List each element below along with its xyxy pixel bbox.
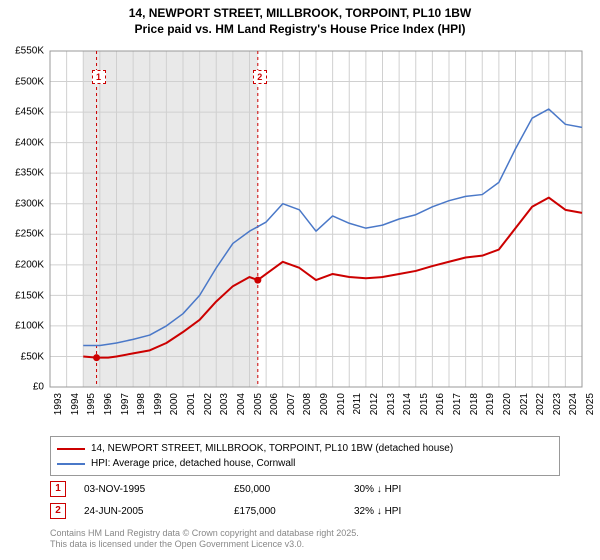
sale-marker-row: 1 03-NOV-1995£50,00030% ↓ HPI (50, 478, 560, 500)
title-line-2: Price paid vs. HM Land Registry's House … (135, 22, 466, 36)
x-tick-label: 2007 (286, 393, 297, 415)
x-tick-label: 2019 (485, 393, 496, 415)
legend-swatch (57, 463, 85, 465)
x-tick-label: 2023 (552, 393, 563, 415)
x-tick-label: 2017 (452, 393, 463, 415)
x-tick-label: 2001 (186, 393, 197, 415)
legend-row: HPI: Average price, detached house, Corn… (57, 456, 553, 471)
legend-swatch (57, 448, 85, 450)
y-tick-label: £250K (4, 229, 44, 240)
y-tick-label: £0 (4, 382, 44, 393)
sale-price: £175,000 (234, 506, 354, 517)
x-tick-label: 1998 (136, 393, 147, 415)
x-tick-label: 2024 (568, 393, 579, 415)
x-tick-label: 2015 (419, 393, 430, 415)
x-tick-label: 2016 (435, 393, 446, 415)
x-tick-label: 2022 (535, 393, 546, 415)
sale-markers-table: 1 03-NOV-1995£50,00030% ↓ HPI 2 24-JUN-2005… (50, 478, 560, 522)
x-tick-label: 1997 (120, 393, 131, 415)
chart-container: 14, NEWPORT STREET, MILLBROOK, TORPOINT,… (0, 0, 600, 560)
chart-title: 14, NEWPORT STREET, MILLBROOK, TORPOINT,… (0, 0, 600, 37)
y-tick-label: £200K (4, 260, 44, 271)
chart-svg (0, 41, 600, 431)
y-tick-label: £350K (4, 168, 44, 179)
sale-hpi-delta: 32% ↓ HPI (354, 506, 560, 517)
y-tick-label: £400K (4, 137, 44, 148)
y-tick-label: £100K (4, 321, 44, 332)
legend: 14, NEWPORT STREET, MILLBROOK, TORPOINT,… (50, 436, 560, 476)
x-tick-label: 2021 (519, 393, 530, 415)
x-tick-label: 2025 (585, 393, 596, 415)
x-tick-label: 2009 (319, 393, 330, 415)
legend-row: 14, NEWPORT STREET, MILLBROOK, TORPOINT,… (57, 441, 553, 456)
sale-date: 03-NOV-1995 (84, 484, 234, 495)
x-tick-label: 2014 (402, 393, 413, 415)
y-tick-label: £150K (4, 290, 44, 301)
x-tick-label: 2011 (352, 393, 363, 415)
sale-price: £50,000 (234, 484, 354, 495)
x-tick-label: 2018 (469, 393, 480, 415)
x-tick-label: 1999 (153, 393, 164, 415)
sale-marker-badge: 1 (50, 481, 66, 497)
x-tick-label: 2000 (169, 393, 180, 415)
y-tick-label: £550K (4, 46, 44, 57)
x-tick-label: 2008 (302, 393, 313, 415)
x-tick-label: 2010 (336, 393, 347, 415)
x-tick-label: 2006 (269, 393, 280, 415)
x-tick-label: 2003 (219, 393, 230, 415)
y-tick-label: £450K (4, 107, 44, 118)
title-line-1: 14, NEWPORT STREET, MILLBROOK, TORPOINT,… (129, 6, 471, 20)
legend-label: 14, NEWPORT STREET, MILLBROOK, TORPOINT,… (91, 441, 453, 456)
footer-line-2: This data is licensed under the Open Gov… (50, 539, 304, 549)
legend-label: HPI: Average price, detached house, Corn… (91, 456, 295, 471)
chart-plot-wrap: £0 £50K £100K £150K £200K £250K £300K £350K £400… (0, 41, 600, 431)
footer-line-1: Contains HM Land Registry data © Crown c… (50, 528, 359, 538)
sale-marker-badge: 2 (50, 503, 66, 519)
y-tick-label: £300K (4, 198, 44, 209)
x-tick-label: 2005 (253, 393, 264, 415)
x-tick-label: 2004 (236, 393, 247, 415)
x-tick-label: 2012 (369, 393, 380, 415)
x-tick-label: 1993 (53, 393, 64, 415)
x-tick-label: 1994 (70, 393, 81, 415)
x-tick-label: 2002 (203, 393, 214, 415)
sale-marker-row: 2 24-JUN-2005£175,00032% ↓ HPI (50, 500, 560, 522)
sale-date: 24-JUN-2005 (84, 506, 234, 517)
y-tick-label: £500K (4, 76, 44, 87)
attribution-footer: Contains HM Land Registry data © Crown c… (50, 528, 560, 551)
chart-marker-badge: 2 (253, 70, 267, 84)
x-tick-label: 2013 (386, 393, 397, 415)
x-tick-label: 2020 (502, 393, 513, 415)
y-tick-label: £50K (4, 351, 44, 362)
sale-hpi-delta: 30% ↓ HPI (354, 484, 560, 495)
x-tick-label: 1995 (86, 393, 97, 415)
x-tick-label: 1996 (103, 393, 114, 415)
chart-marker-badge: 1 (92, 70, 106, 84)
